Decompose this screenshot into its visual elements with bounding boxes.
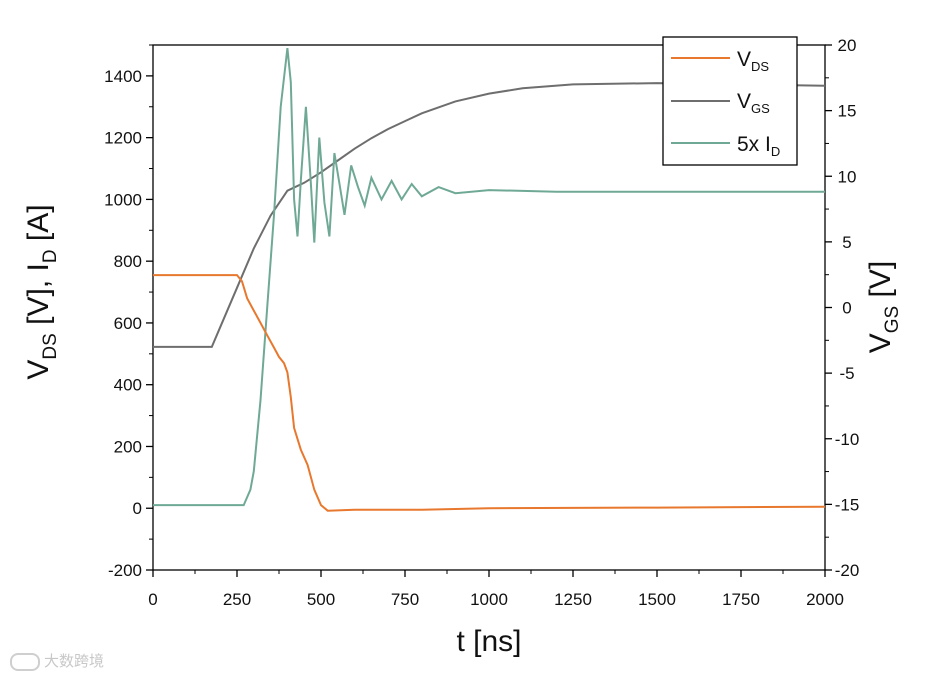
legend-vds-main: V xyxy=(737,48,751,71)
y-left-tick-label: 1000 xyxy=(104,190,142,209)
watermark-text: 大数跨境 xyxy=(44,652,105,670)
x-tick-label: 2000 xyxy=(806,590,844,609)
y-left-tick-label: 800 xyxy=(114,252,142,271)
y-axis-left: -200 0 200 400 600 800 1000 1200 1400 xyxy=(104,44,153,580)
x-tick-label: 1250 xyxy=(554,590,592,609)
x-axis-title: t [ns] xyxy=(456,625,521,658)
y-left-tick-label: 1400 xyxy=(104,67,142,86)
x-tick-label: 1000 xyxy=(470,590,508,609)
y-left-tick-label: 600 xyxy=(114,314,142,333)
y-right-tick-label: -10 xyxy=(835,430,860,449)
y-axis-left-title: VDS [V], ID [A] xyxy=(22,204,61,379)
x-tick-label: 1750 xyxy=(722,590,760,609)
series-layer xyxy=(153,47,826,512)
x-tick-label: 250 xyxy=(223,590,251,609)
y-right-tick-label: -15 xyxy=(835,495,860,514)
y-left-tick-label: 0 xyxy=(133,499,142,518)
legend-id-main: 5x I xyxy=(737,133,771,156)
x-tick-label: 0 xyxy=(148,590,157,609)
x-tick-label: 500 xyxy=(307,590,335,609)
y-right-tick-label: -20 xyxy=(835,561,860,580)
watermark-logo-icon xyxy=(10,652,40,671)
legend-id-sub: D xyxy=(771,144,780,159)
y-axis-right: -20 -15 -10 -5 0 5 10 15 20 xyxy=(825,36,859,580)
y-right-title-main: V xyxy=(864,333,897,353)
x-axis: 0 250 500 750 1000 1250 1500 1750 2000 xyxy=(148,570,844,609)
series-line-vgs xyxy=(153,82,826,348)
y-right-tick-label: 5 xyxy=(842,233,851,252)
legend-vgs-sub: GS xyxy=(751,101,770,116)
y-left-tick-label: 200 xyxy=(114,437,142,456)
legend-label-id: 5x ID xyxy=(737,133,780,159)
y-right-title-end: [V] xyxy=(864,261,897,306)
legend: VDS VGS 5x ID xyxy=(662,36,798,166)
watermark: 大数跨境 xyxy=(10,650,104,671)
series-line-id xyxy=(153,47,825,507)
y-right-tick-label: 10 xyxy=(838,167,857,186)
y-left-title-main: V xyxy=(22,360,55,380)
x-tick-label: 750 xyxy=(391,590,419,609)
y-left-title-end: [A] xyxy=(22,204,55,249)
y-left-title-mid: [V], I xyxy=(22,263,55,333)
y-left-tick-label: 1200 xyxy=(104,129,142,148)
series-line-vds xyxy=(153,274,826,512)
legend-vgs-main: V xyxy=(737,90,751,113)
y-right-tick-label: 15 xyxy=(838,102,857,121)
y-right-tick-label: 0 xyxy=(842,299,851,318)
y-left-title-sub2: D xyxy=(40,249,61,263)
y-right-title-sub: GS xyxy=(882,306,903,333)
y-axis-right-title: VGS [V] xyxy=(864,261,903,353)
y-right-tick-label: -5 xyxy=(839,364,854,383)
legend-vds-sub: DS xyxy=(751,59,769,74)
y-right-tick-label: 20 xyxy=(838,36,857,55)
legend-label-vds: VDS xyxy=(737,48,769,74)
x-tick-label: 1500 xyxy=(638,590,676,609)
y-left-tick-label: 400 xyxy=(114,376,142,395)
legend-label-vgs: VGS xyxy=(737,90,770,116)
y-left-tick-label: -200 xyxy=(108,561,142,580)
y-left-title-sub1: DS xyxy=(40,333,61,359)
